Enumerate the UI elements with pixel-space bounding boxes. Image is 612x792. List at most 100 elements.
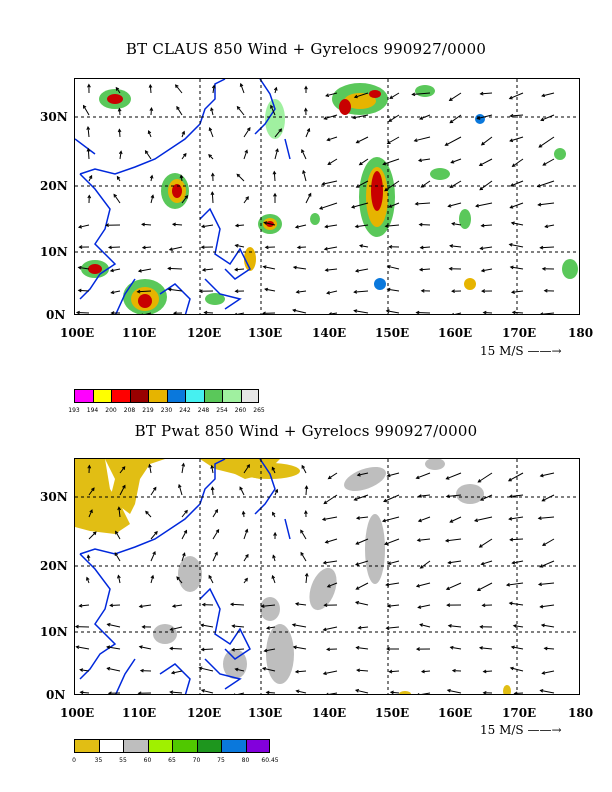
wind-vector [512, 158, 524, 167]
wind-vector-head [148, 83, 153, 88]
wind-vector-head [302, 169, 306, 174]
wind-vector [445, 136, 462, 146]
wind-vector-head [117, 128, 122, 133]
wind-vector-head [509, 183, 514, 187]
panel2-lon-180: 180 [568, 706, 594, 720]
grid [75, 79, 579, 314]
panel1-lon-130e: 130E [248, 326, 283, 340]
wind-vector-head [171, 604, 176, 608]
wind-vector-head [510, 645, 515, 650]
wind-vector-head [184, 509, 188, 514]
wind-vector-head [210, 172, 215, 177]
wind-vector-head [508, 516, 513, 521]
wind-vector-head [168, 247, 173, 251]
wind-vector-head [122, 484, 126, 489]
wind-vector-head [263, 648, 268, 653]
wind-vector-head [152, 550, 156, 555]
wind-vector [201, 648, 214, 651]
wind-vector-head [328, 312, 332, 314]
wind-vector-head [306, 127, 311, 132]
wind-vector [118, 507, 121, 518]
wind-vector-head [414, 201, 419, 206]
wind-vector [110, 604, 121, 606]
wind-vector-head [115, 530, 119, 535]
wind-vector-head [296, 245, 301, 250]
wind-vector [481, 560, 493, 565]
wind-vector-head [304, 572, 309, 577]
wind-vector-head [116, 175, 121, 180]
wind-vector [510, 202, 524, 209]
wind-vector-head [543, 288, 548, 293]
wind-vector-head [324, 224, 329, 229]
wind-vector-head [208, 153, 212, 158]
panel1-lat-30n: 30N [40, 110, 68, 124]
wind-vector-head [300, 551, 304, 556]
panel2-lon-140e: 140E [312, 706, 347, 720]
wind-vector-head [234, 267, 239, 272]
wind-vector [452, 223, 462, 226]
wind-vector [415, 202, 431, 205]
colorbar-tick-label: 248 [197, 407, 210, 414]
wind-vector-head [273, 531, 277, 536]
panel2-title: BT Pwat 850 Wind + Gyrelocs 990927/0000 [134, 422, 478, 440]
wind-vector-head [86, 576, 90, 581]
wind-vector-head [324, 539, 329, 544]
wind-vector-head [115, 86, 120, 91]
wind-vector [199, 667, 214, 672]
wind-vector [149, 84, 152, 94]
colorbar-swatch [240, 389, 259, 403]
wind-vector [542, 158, 555, 166]
wind-vector [327, 136, 338, 141]
wind-vector-head [478, 162, 483, 166]
wind-vector [538, 136, 555, 148]
wind-vector [115, 87, 121, 94]
wind-vector [145, 511, 152, 518]
wind-vector [448, 202, 462, 207]
colorbar-swatch [245, 739, 270, 753]
wind-vector-head [275, 148, 279, 153]
wind-vector [172, 604, 183, 607]
wind-vector [324, 246, 338, 250]
wind-vector-head [117, 506, 122, 511]
wind-vector [243, 464, 250, 474]
wind-vector [541, 624, 555, 628]
panel2-map [74, 458, 580, 695]
wind-vector-head [510, 221, 515, 226]
wind-vector-head [508, 494, 513, 499]
wind-vector-head [481, 289, 486, 293]
wind-vector [328, 692, 338, 694]
wind-vector-head [385, 626, 390, 630]
wind-vector-head [244, 528, 249, 533]
wind-vector-head [210, 191, 215, 196]
wind-vector [450, 180, 462, 188]
wind-vector [107, 623, 121, 628]
cloud-cells [81, 83, 578, 314]
wind-vector-head [176, 576, 180, 581]
colorbar-swatch [74, 389, 93, 403]
colorbar-tick-label: 35 [94, 757, 103, 764]
wind-vector [208, 575, 214, 584]
wind-vector-head [449, 645, 454, 650]
wind-vector [542, 670, 555, 674]
wind-vector-head [79, 690, 84, 694]
wind-vector-head [200, 224, 205, 229]
wind-vector [480, 246, 493, 250]
wind-vector [232, 625, 245, 628]
wind-vector-head [303, 107, 308, 112]
panel1-lon-140e: 140E [312, 326, 347, 340]
wind-vector-head [229, 602, 234, 607]
wind-vector [510, 667, 524, 672]
wind-vector-head [86, 147, 91, 152]
wind-vector-head [245, 553, 249, 558]
wind-vector-head [476, 116, 481, 120]
panel1-lon-170e: 170E [502, 326, 537, 340]
wind-vector [510, 538, 524, 541]
wind-vector-head [417, 494, 422, 498]
wind-vector-head [447, 560, 452, 565]
colorbar-swatch [222, 389, 241, 403]
wind-vector [449, 114, 462, 124]
colorbar-tick-label: 230 [160, 407, 173, 414]
wind-vector [513, 625, 524, 628]
wind-vector-head [82, 104, 87, 109]
wind-vector [170, 647, 183, 650]
